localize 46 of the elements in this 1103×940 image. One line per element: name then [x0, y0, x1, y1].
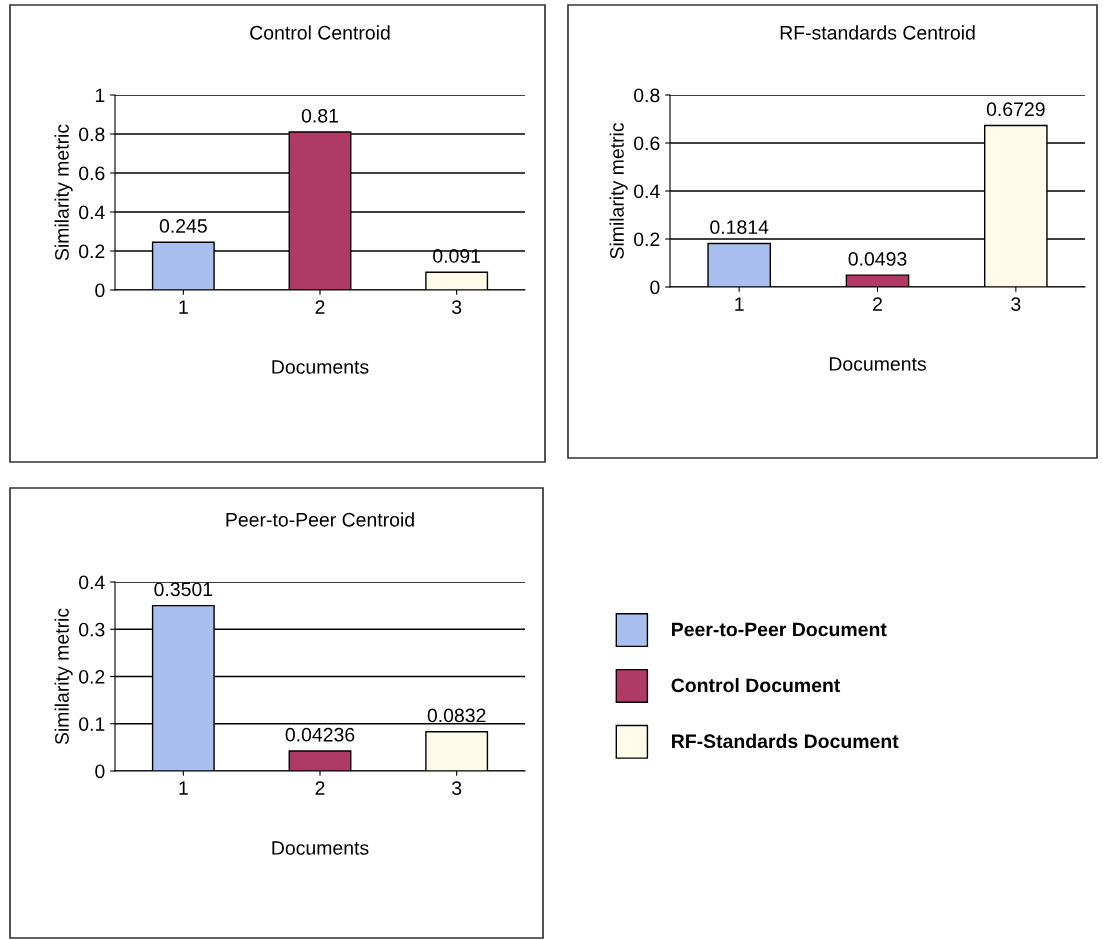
data-label: 0.04236 [285, 727, 355, 742]
x-axis-title: Documents [272, 841, 369, 855]
x-axis-title: Documents [272, 360, 369, 374]
chart-title: Peer-to-Peer Centroid [226, 512, 414, 527]
x-tick-label: 2 [873, 297, 882, 311]
x-tick-label: 2 [315, 781, 325, 795]
y-tick-label: 0.8 [634, 88, 660, 103]
data-label: 0.0493 [848, 252, 907, 266]
y-tick-label: 0.2 [79, 669, 105, 684]
legend-label: Peer-to-Peer Document [672, 622, 887, 637]
chart-title: RF-standards Centroid [780, 25, 975, 40]
legend-label: Control Document [671, 677, 841, 693]
data-label: 0.091 [433, 249, 481, 263]
y-tick-label: 0.1 [79, 717, 105, 731]
y-axis-title: Similarity metric [54, 608, 73, 745]
x-tick-label: 3 [452, 300, 462, 314]
y-tick-label: 0.2 [79, 244, 105, 259]
y-tick-label: 0.8 [79, 127, 105, 142]
y-tick-label: 0.3 [79, 622, 105, 637]
data-label: 0.6729 [986, 102, 1045, 117]
y-tick-label: 0.4 [79, 205, 105, 220]
data-label: 0.3501 [154, 582, 213, 597]
data-label: 0.0832 [427, 708, 486, 723]
x-tick-label: 1 [179, 781, 188, 795]
legend-label: RF-Standards Document [672, 733, 899, 749]
x-tick-label: 3 [1011, 297, 1021, 311]
x-tick-label: 3 [452, 781, 462, 795]
y-tick-label: 0 [95, 283, 105, 298]
y-tick-label: 1 [95, 88, 105, 103]
y-tick-label: 0 [95, 764, 105, 779]
x-tick-label: 1 [179, 300, 188, 314]
y-tick-label: 0.6 [79, 166, 105, 181]
data-label: 0.81 [301, 108, 338, 123]
x-tick-label: 1 [735, 297, 744, 311]
y-tick-label: 0.2 [634, 232, 660, 247]
y-tick-label: 0.4 [79, 575, 105, 590]
y-axis-title: Similarity metric [609, 122, 628, 259]
x-axis-title: Documents [829, 357, 926, 371]
y-axis-title: Similarity metric [54, 124, 73, 261]
data-label: 0.245 [159, 219, 207, 233]
y-tick-label: 0.6 [634, 136, 660, 151]
chart-title: Control Centroid [250, 25, 390, 40]
y-tick-label: 0 [650, 280, 660, 295]
x-tick-label: 2 [315, 300, 325, 314]
data-label: 0.1814 [710, 220, 769, 235]
y-tick-label: 0.4 [634, 184, 660, 199]
